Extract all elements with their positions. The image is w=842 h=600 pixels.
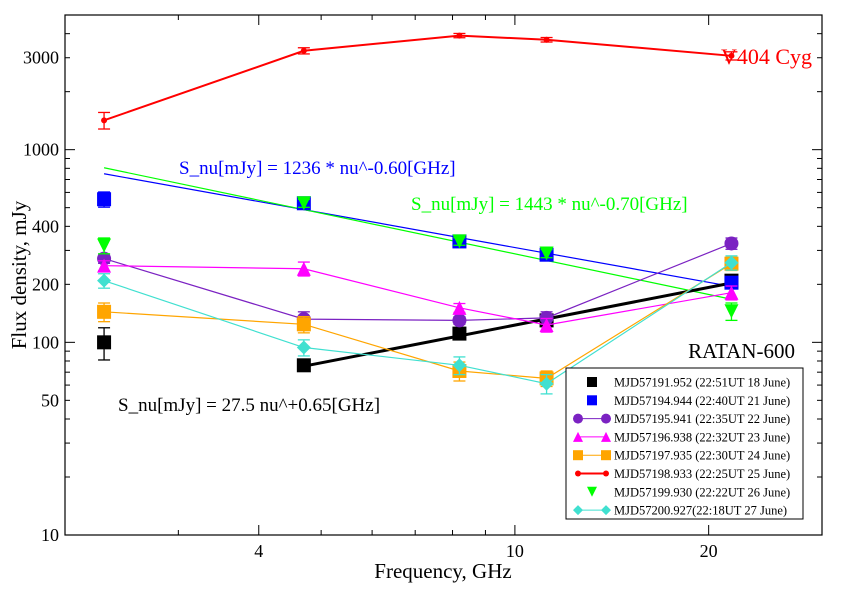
x-axis-label: Frequency, GHz	[374, 559, 511, 583]
legend-item: MJD57195.941 (22:35UT 22 June)	[573, 412, 790, 426]
data-point	[97, 192, 112, 207]
data-series	[97, 32, 739, 395]
legend-marker	[573, 431, 583, 442]
fit-label-black: S_nu[mJy] = 27.5 nu^+0.65[GHz]	[118, 395, 380, 416]
data-point	[724, 255, 739, 270]
data-point	[452, 234, 467, 249]
legend-label: MJD57198.933 (22:25UT 25 June)	[614, 467, 790, 481]
series-3	[97, 258, 739, 333]
fit-line	[303, 281, 732, 368]
telescope-label: RATAN-600	[688, 339, 795, 363]
legend-marker	[601, 505, 611, 516]
legend-marker	[603, 470, 609, 477]
legend-marker	[601, 431, 611, 442]
data-point	[724, 304, 739, 319]
y-axis-label: Flux density, mJy	[7, 200, 31, 349]
data-point	[452, 358, 467, 373]
legend-marker	[601, 450, 611, 461]
y-tick-label: 3000	[23, 48, 59, 68]
data-point	[456, 32, 463, 39]
y-tick-label: 1000	[23, 140, 59, 160]
legend-box	[565, 367, 804, 520]
data-point	[97, 258, 112, 273]
data-point	[452, 326, 467, 341]
series-0	[97, 273, 739, 373]
legend-item: MJD57198.933 (22:25UT 25 June)	[575, 467, 790, 481]
fit-lines	[103, 167, 732, 368]
data-point	[543, 36, 550, 43]
legend-label: MJD57197.935 (22:30UT 24 June)	[614, 449, 790, 463]
legend-item: MJD57194.944 (22:40UT 21 June)	[587, 394, 790, 408]
x-tick-label: 10	[506, 541, 524, 561]
legend-item: MJD57200.927(22:18UT 27 June)	[573, 504, 787, 518]
data-point	[452, 313, 467, 328]
series-7	[97, 255, 739, 395]
data-point	[97, 238, 112, 253]
legend-label: MJD57191.952 (22:51UT 18 June)	[614, 376, 790, 390]
legend-label: MJD57199.930 (22:22UT 26 June)	[614, 485, 790, 499]
series-6	[97, 196, 739, 322]
source-title: V404 Cyg	[721, 44, 812, 69]
data-point	[539, 376, 554, 391]
legend-marker	[587, 395, 597, 406]
data-point	[101, 117, 108, 124]
data-point	[97, 273, 112, 288]
data-point	[97, 335, 112, 350]
fit-line	[103, 167, 732, 300]
data-point	[300, 47, 307, 54]
legend-marker	[575, 470, 581, 477]
data-point	[97, 251, 112, 266]
legend-marker	[573, 413, 583, 424]
y-tick-label: 100	[32, 332, 59, 352]
legend-marker	[601, 413, 611, 424]
series-line	[104, 265, 732, 326]
data-point	[539, 246, 554, 261]
data-point	[296, 196, 311, 211]
legend-marker	[587, 486, 597, 497]
axis-ticks: 4 10 20 10 50 100 200 400 1000 3000	[23, 14, 823, 561]
series-2	[97, 236, 739, 328]
data-point	[296, 358, 311, 373]
y-tick-label: 400	[32, 216, 59, 236]
y-tick-label: 10	[41, 525, 59, 545]
data-point	[296, 340, 311, 355]
data-point	[724, 236, 739, 251]
legend-label: MJD57196.938 (22:32UT 23 June)	[614, 430, 790, 444]
legend-item: MJD57191.952 (22:51UT 18 June)	[587, 376, 790, 390]
data-point	[452, 300, 467, 315]
legend: MJD57191.952 (22:51UT 18 June) MJD57194.9…	[565, 367, 804, 520]
legend-item: MJD57196.938 (22:32UT 23 June)	[573, 430, 790, 444]
legend-label: MJD57194.944 (22:40UT 21 June)	[614, 394, 790, 408]
x-tick-label: 4	[254, 541, 263, 561]
data-point	[728, 52, 735, 59]
data-point	[724, 285, 739, 300]
x-tick-label: 20	[700, 541, 718, 561]
legend-marker	[573, 450, 583, 461]
plot-frame	[64, 14, 823, 536]
data-point	[97, 304, 112, 319]
data-point	[539, 318, 554, 333]
fit-label-blue: S_nu[mJy] = 1236 * nu^-0.60[GHz]	[179, 158, 456, 179]
legend-marker	[587, 377, 597, 387]
series-5	[98, 32, 738, 130]
series-line	[103, 34, 732, 122]
legend-item: MJD57199.930 (22:22UT 26 June)	[587, 485, 790, 499]
data-point	[296, 317, 311, 332]
data-point	[296, 261, 311, 276]
fit-label-green: S_nu[mJy] = 1443 * nu^-0.70[GHz]	[411, 194, 688, 215]
y-tick-label: 50	[41, 390, 59, 410]
legend-item: MJD57197.935 (22:30UT 24 June)	[573, 449, 790, 463]
legend-label: MJD57200.927(22:18UT 27 June)	[614, 504, 787, 518]
fit-line	[103, 173, 732, 288]
legend-label: MJD57195.941 (22:35UT 22 June)	[614, 412, 790, 426]
legend-marker	[573, 505, 583, 516]
y-tick-label: 200	[32, 274, 59, 294]
